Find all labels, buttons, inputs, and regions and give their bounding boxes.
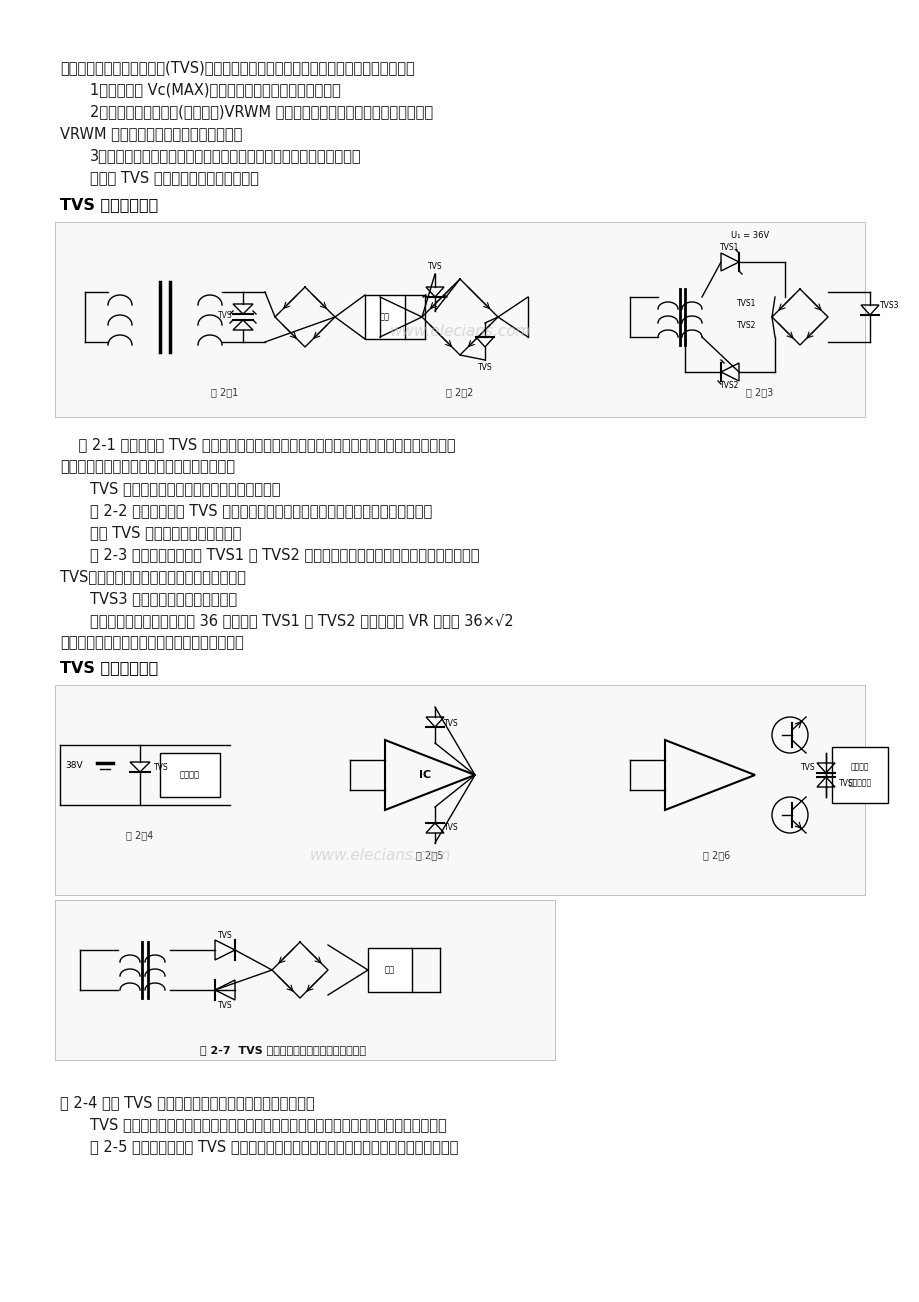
Text: TVS: TVS (477, 363, 492, 372)
Text: 选用 TVS 必须是和整流管相匹配。: 选用 TVS 必须是和整流管相匹配。 (90, 525, 241, 540)
Text: 图 2－5: 图 2－5 (416, 850, 443, 861)
Text: U₁ = 36V: U₁ = 36V (730, 230, 768, 240)
Text: TVS: TVS (427, 262, 442, 271)
Text: 图 2-3 所示电路中，单向 TVS1 和 TVS2 反接并联于电源变压器输出端或选用一个双向: 图 2-3 所示电路中，单向 TVS1 和 TVS2 反接并联于电源变压器输出端… (90, 547, 479, 562)
Text: 下面是 TVS 在电路应用中的典型例子：: 下面是 TVS 在电路应用中的典型例子： (90, 171, 258, 185)
Text: 图 2－3: 图 2－3 (745, 387, 773, 397)
Text: 3）额定的最大脉冲功率，必须大于电路中出现的最大瞬态浪涌功率。: 3）额定的最大脉冲功率，必须大于电路中出现的最大瞬态浪涌功率。 (90, 148, 361, 163)
Text: TVS: TVS (800, 763, 814, 772)
Text: TVS: TVS (443, 719, 458, 728)
Text: 图 2－2: 图 2－2 (446, 387, 473, 397)
Text: TVS2: TVS2 (720, 381, 739, 391)
Text: TVS: TVS (153, 763, 168, 772)
Text: www.elecians.com: www.elecians.com (389, 324, 530, 340)
Text: 图 2－4: 图 2－4 (126, 829, 153, 840)
Text: 感性负载: 感性负载 (850, 763, 868, 772)
Text: TVS 用于直流电路: TVS 用于直流电路 (60, 660, 158, 674)
Text: 图 2－1: 图 2－1 (211, 387, 238, 397)
Text: TVS: TVS (218, 931, 233, 940)
Text: TVS: TVS (218, 1000, 233, 1009)
Text: TVS 的箝位电压不大于电路的最大允许电压。: TVS 的箝位电压不大于电路的最大允许电压。 (90, 480, 280, 496)
Text: TVS3: TVS3 (879, 301, 899, 310)
Bar (368, 948, 412, 992)
Text: 负载: 负载 (380, 312, 390, 322)
Text: 图 2-1 是一个双向 TVS 在交流电路中的应用，可以有效地抑制电网带来的过载脉冲，从而: 图 2-1 是一个双向 TVS 在交流电路中的应用，可以有效地抑制电网带来的过载… (60, 437, 455, 452)
Text: 图 2－6: 图 2－6 (702, 850, 729, 861)
Text: 起到保护整流桥及负载中所有元器件的作用。: 起到保护整流桥及负载中所有元器件的作用。 (60, 460, 234, 474)
Text: TVS 的反向工作电压应等于或略高于直流供电电压，其它参数根据电路的具体条件而定。: TVS 的反向工作电压应等于或略高于直流供电电压，其它参数根据电路的具体条件而定… (90, 1117, 447, 1131)
Bar (55, 223, 864, 417)
Text: 1）箝位电压 Vc(MAX)不大于电路的最大允许安全电压。: 1）箝位电压 Vc(MAX)不大于电路的最大允许安全电压。 (90, 82, 340, 98)
Text: 2）最大反向工作电压(变位电压)VRWM 不低于电路的最大工作电压，一般可以选: 2）最大反向工作电压(变位电压)VRWM 不低于电路的最大工作电压，一般可以选 (90, 104, 433, 118)
Text: TVS1: TVS1 (720, 243, 739, 253)
Text: VRWM 等于或略高于电路最大工作电压。: VRWM 等于或略高于电路最大工作电压。 (60, 126, 242, 141)
Text: 负载: 负载 (384, 966, 394, 974)
Bar (55, 685, 864, 894)
Text: TVS，用以保护整流电路及负载中的元器件。: TVS，用以保护整流电路及负载中的元器件。 (60, 569, 245, 585)
Text: 图 2-5 所示为两个单向 TVS 连接在电源线路中，用以防止直流电源反接或电源通、断时: 图 2-5 所示为两个单向 TVS 连接在电源线路中，用以防止直流电源反接或电源… (90, 1139, 458, 1154)
Text: 控制系统: 控制系统 (180, 771, 199, 780)
Text: 在选用瞬态电压抑制二极管(TVS)时，必须考虑电路的具体条件，一般应遵循以下原则：: 在选用瞬态电压抑制二极管(TVS)时，必须考虑电路的具体条件，一般应遵循以下原则… (60, 60, 414, 76)
Text: www.elecians.com: www.elecians.com (309, 848, 450, 862)
Text: 图 2-7  TVS 在电路中起保护和电压限制的作用: 图 2-7 TVS 在电路中起保护和电压限制的作用 (199, 1046, 366, 1055)
Text: TVS1: TVS1 (736, 298, 755, 307)
Bar (160, 753, 220, 797)
Text: TVS: TVS (443, 823, 458, 832)
Text: 图 2-2 所示是用单向 TVS 并联于整流管旁侧，以保护整流管不被瞬时脉冲击穿。: 图 2-2 所示是用单向 TVS 并联于整流管旁侧，以保护整流管不被瞬时脉冲击穿… (90, 503, 432, 518)
Bar (365, 296, 404, 339)
Text: IC: IC (418, 769, 431, 780)
Text: TVS2: TVS2 (736, 320, 755, 329)
Text: TVS: TVS (838, 779, 853, 788)
Text: TVS 用于交流电路: TVS 用于交流电路 (60, 197, 158, 212)
Bar (831, 747, 887, 803)
Text: 图 2-4 所示 TVS 并联于输出端，可有效地保护控制系统。: 图 2-4 所示 TVS 并联于输出端，可有效地保护控制系统。 (60, 1095, 314, 1111)
Text: 38V: 38V (65, 762, 83, 771)
Bar (55, 900, 554, 1060)
Text: TVS: TVS (218, 310, 233, 319)
Text: 来选择，其它参数依据电路中的具体条件而下。: 来选择，其它参数依据电路中的具体条件而下。 (60, 635, 244, 650)
Text: 或开关电路: 或开关电路 (847, 779, 870, 788)
Text: TVS3 保护整流以后的线路元件。: TVS3 保护整流以后的线路元件。 (90, 591, 237, 605)
Text: 如电源变压器输出端电压为 36 伏时一般 TVS1 和 TVS2 的工作电压 VR 应根据 36×√2: 如电源变压器输出端电压为 36 伏时一般 TVS1 和 TVS2 的工作电压 V… (90, 613, 513, 628)
